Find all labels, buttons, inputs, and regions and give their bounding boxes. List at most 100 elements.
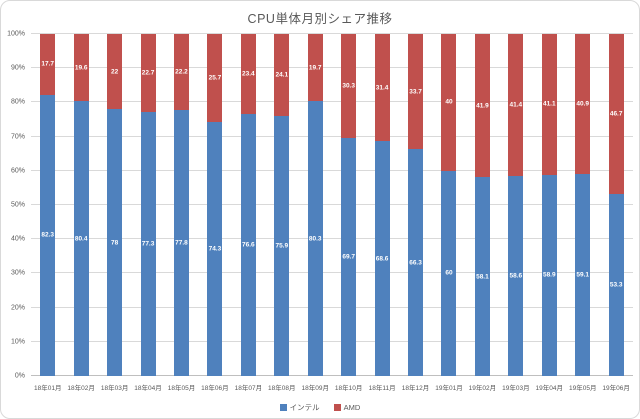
bar-segment-intel: 78 bbox=[107, 109, 123, 376]
grid-line bbox=[31, 204, 633, 205]
x-axis: 18年01月 18年02月 18年03月 18年04月 18年05月 18年06月 18年0… bbox=[31, 382, 633, 394]
bar-segment-amd: 19.7 bbox=[307, 34, 323, 102]
x-axis-category-label: 18年01月 bbox=[33, 385, 62, 392]
y-axis-tick-label: 60% bbox=[10, 167, 25, 175]
bar-segment-intel: 76.6 bbox=[240, 114, 256, 376]
data-label: 59.1 bbox=[576, 271, 590, 279]
data-label: 60 bbox=[445, 269, 453, 277]
bar-segment-amd: 41.1 bbox=[541, 34, 557, 175]
grid-line bbox=[31, 33, 633, 34]
bar-column: 31.4 68.6 bbox=[365, 34, 398, 376]
bar-segment-intel: 77.8 bbox=[173, 109, 189, 376]
x-axis-category-label: 19年04月 bbox=[535, 385, 564, 392]
x-axis-category-label: 19年02月 bbox=[468, 385, 497, 392]
grid-line bbox=[31, 272, 633, 274]
data-label: 58.1 bbox=[476, 273, 489, 281]
legend: インテル AMD bbox=[1, 401, 639, 413]
bar-column: 40.9 59.1 bbox=[566, 34, 599, 376]
bar-segment-intel: 69.7 bbox=[341, 137, 357, 376]
data-label: 25.7 bbox=[208, 74, 222, 82]
bar-segment-amd: 30.3 bbox=[341, 34, 357, 138]
y-axis-tick-label: 50% bbox=[10, 201, 25, 209]
y-axis-tick-label: 100% bbox=[7, 30, 25, 38]
bar-segment-intel: 66.3 bbox=[408, 149, 424, 376]
data-label: 22.7 bbox=[141, 69, 155, 77]
data-label: 77.3 bbox=[141, 240, 155, 248]
bar-column: 24.1 75.9 bbox=[265, 34, 298, 376]
bar-segment-amd: 46.7 bbox=[608, 34, 624, 194]
bar-segment-amd: 25.7 bbox=[207, 34, 223, 122]
bar-segment-amd: 41.9 bbox=[474, 34, 490, 178]
y-axis-tick-label: 0% bbox=[14, 372, 25, 380]
bar-column: 23.4 76.6 bbox=[232, 34, 265, 376]
bar-column: 22.7 77.3 bbox=[131, 34, 164, 376]
bar-column: 17.7 82.3 bbox=[31, 34, 64, 376]
grid-line bbox=[31, 135, 633, 137]
y-axis: 0% 10% 20% 30% 40% 50% 60% 70% 80% 90% 100% bbox=[1, 30, 27, 380]
bar-segment-amd: 19.6 bbox=[73, 34, 89, 102]
data-label: 31.4 bbox=[375, 84, 389, 92]
y-axis-tick-label: 10% bbox=[10, 338, 25, 346]
chart-title: CPU単体月別シェア推移 bbox=[247, 12, 393, 26]
data-label: 74.3 bbox=[208, 245, 222, 253]
bar-column: 40 60 bbox=[432, 34, 465, 376]
x-axis-category-label: 18年02月 bbox=[67, 385, 95, 392]
bar-segment-amd: 22.2 bbox=[173, 34, 189, 110]
data-label: 23.4 bbox=[242, 70, 255, 78]
grid-line bbox=[31, 67, 633, 69]
bar-segment-amd: 22 bbox=[107, 34, 123, 110]
bar-column: 41.9 58.1 bbox=[466, 34, 499, 376]
y-axis-tick-label: 90% bbox=[10, 64, 25, 72]
grid-line bbox=[31, 375, 633, 376]
data-label: 17.7 bbox=[41, 60, 55, 68]
grid-line bbox=[31, 101, 633, 103]
data-label: 30.3 bbox=[342, 82, 355, 90]
x-axis-category-label: 18年12月 bbox=[401, 385, 430, 392]
data-label: 66.3 bbox=[409, 259, 422, 267]
data-label: 40.9 bbox=[576, 100, 590, 108]
y-axis-tick-label: 70% bbox=[10, 133, 25, 141]
bar-segment-intel: 75.9 bbox=[274, 116, 290, 376]
bar-segment-amd: 33.7 bbox=[408, 34, 424, 150]
bar-segment-intel: 80.3 bbox=[307, 101, 323, 376]
data-label: 77.8 bbox=[175, 239, 188, 247]
bar-column: 25.7 74.3 bbox=[198, 34, 231, 376]
x-axis-category-label: 19年06月 bbox=[602, 385, 630, 392]
data-label: 33.7 bbox=[409, 88, 422, 96]
x-axis-category-label: 18年04月 bbox=[134, 385, 162, 392]
bar-column: 41.1 58.9 bbox=[533, 34, 566, 376]
data-label: 22 bbox=[110, 68, 119, 76]
legend-label: インテル bbox=[289, 402, 320, 412]
bar-segment-intel: 74.3 bbox=[207, 121, 223, 376]
legend-swatch-icon bbox=[333, 403, 341, 411]
data-label: 78 bbox=[110, 239, 119, 247]
bar-column: 19.6 80.4 bbox=[64, 34, 97, 376]
bar-column: 30.3 69.7 bbox=[332, 34, 365, 376]
bar-segment-amd: 23.4 bbox=[240, 34, 256, 115]
bar-column: 41.4 58.6 bbox=[499, 34, 532, 376]
bar-column: 19.7 80.3 bbox=[299, 34, 332, 376]
bar-column: 46.7 53.3 bbox=[599, 34, 632, 376]
bar-segment-amd: 17.7 bbox=[40, 34, 56, 95]
data-label: 19.7 bbox=[308, 64, 322, 72]
x-axis-category-label: 18年06月 bbox=[201, 385, 229, 392]
x-axis-category-label: 19年01月 bbox=[435, 385, 463, 392]
bar-segment-intel: 59.1 bbox=[575, 173, 591, 376]
bar-segment-amd: 41.4 bbox=[508, 34, 524, 176]
x-axis-category-label: 18年07月 bbox=[234, 385, 263, 392]
y-axis-tick-label: 40% bbox=[10, 235, 25, 243]
legend-swatch-icon bbox=[279, 403, 287, 411]
bar-column: 22.2 77.8 bbox=[165, 34, 198, 376]
bar-segment-amd: 40.9 bbox=[575, 34, 591, 174]
bar-segment-intel: 77.3 bbox=[140, 111, 156, 376]
data-label: 53.3 bbox=[609, 281, 623, 289]
x-axis-category-label: 18年03月 bbox=[100, 385, 129, 392]
x-axis-category-label: 19年03月 bbox=[502, 385, 530, 392]
data-label: 22.2 bbox=[175, 68, 188, 76]
bar-segment-amd: 24.1 bbox=[274, 34, 290, 117]
bar-column: 33.7 66.3 bbox=[399, 34, 432, 376]
data-label: 58.9 bbox=[542, 271, 556, 279]
data-label: 76.6 bbox=[242, 241, 255, 249]
data-label: 24.1 bbox=[275, 71, 289, 79]
